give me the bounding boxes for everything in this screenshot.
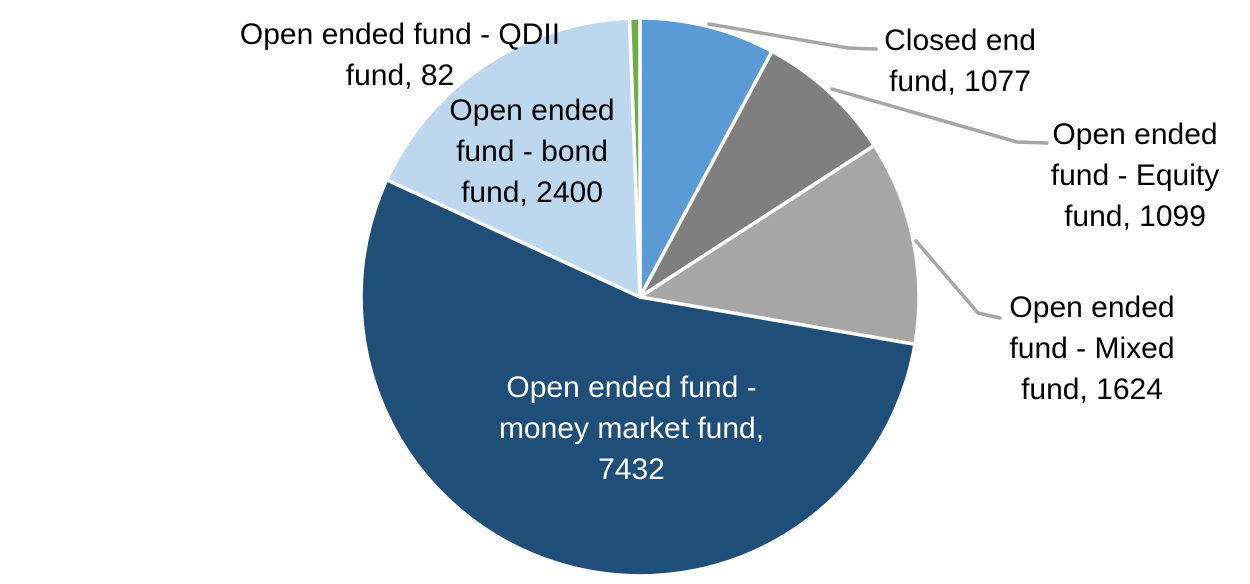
leader-line-open-ended-fund-mixed-fund: [914, 239, 1002, 320]
data-label-open-ended-fund-bond-fund: Open ended fund - bond fund, 2400: [402, 90, 662, 213]
data-label-line: money market fund,: [498, 412, 765, 445]
data-label-line: fund, 82: [345, 59, 455, 92]
data-label-line: 7432: [598, 453, 665, 486]
data-label-line: Open ended: [449, 94, 615, 127]
pie-slice-open-ended-fund-money-market-fund: [359, 178, 917, 578]
data-label-line: fund, 1624: [1021, 373, 1163, 406]
data-label-line: Open ended fund -: [506, 371, 757, 404]
data-label-line: Closed end: [884, 24, 1036, 57]
data-label-line: fund - Mixed: [1009, 332, 1175, 365]
leader-line-open-ended-fund-equity-fund: [830, 87, 1049, 145]
pie-slice-open-ended-fund-equity-fund: [638, 49, 877, 299]
data-label-open-ended-fund-equity-fund: Open ended fund - Equity fund, 1099: [1020, 114, 1250, 237]
data-label-line: Open ended fund - QDII: [239, 18, 561, 51]
data-label-line: Open ended: [1009, 291, 1175, 324]
pie-slice-open-ended-fund-mixed-fund: [638, 143, 921, 347]
data-label-open-ended-fund-qdii-fund: Open ended fund - QDII fund, 82: [210, 14, 590, 96]
data-label-line: Open ended: [1052, 118, 1218, 151]
pie-slice-closed-end-fund: [638, 16, 774, 299]
data-label-closed-end-fund: Closed end fund, 1077: [850, 20, 1070, 102]
data-label-line: fund, 1099: [1064, 200, 1206, 233]
leader-line-closed-end-fund: [707, 22, 878, 51]
data-label-open-ended-fund-mixed-fund: Open ended fund - Mixed fund, 1624: [977, 287, 1207, 410]
pie-slice-open-ended-fund-bond-fund: [385, 16, 642, 299]
data-label-open-ended-fund-money-market-fund: Open ended fund - money market fund, 743…: [459, 367, 804, 490]
data-label-line: fund, 1077: [889, 65, 1031, 98]
pie-slice-open-ended-fund-qdii-fund: [627, 16, 642, 299]
data-label-line: fund, 2400: [461, 176, 603, 209]
data-label-line: fund - bond: [456, 135, 608, 168]
data-label-line: fund - Equity: [1050, 159, 1220, 192]
